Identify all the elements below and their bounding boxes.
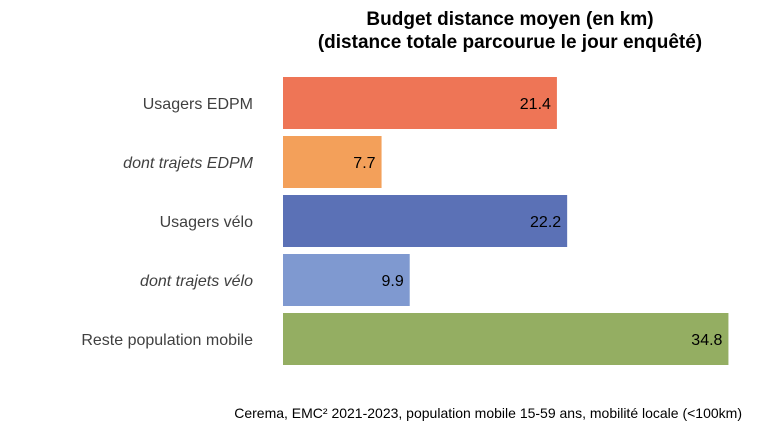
category-label-3: dont trajets vélo bbox=[140, 273, 253, 290]
category-label-1: dont trajets EDPM bbox=[123, 155, 254, 172]
value-label-2: 22.2 bbox=[530, 214, 561, 231]
bar-1 bbox=[283, 136, 382, 188]
chart-title: Budget distance moyen (en km) (distance … bbox=[250, 8, 768, 54]
bar-4 bbox=[283, 313, 729, 365]
value-label-3: 9.9 bbox=[381, 273, 403, 290]
source-note: Cerema, EMC² 2021-2023, population mobil… bbox=[234, 405, 742, 421]
bar-2 bbox=[283, 195, 568, 247]
category-label-4: Reste population mobile bbox=[81, 332, 253, 349]
bar-3 bbox=[283, 254, 410, 306]
value-label-4: 34.8 bbox=[691, 332, 722, 349]
value-label-0: 21.4 bbox=[520, 96, 551, 113]
value-label-1: 7.7 bbox=[353, 155, 375, 172]
chart-title-line-1: Budget distance moyen (en km) bbox=[366, 9, 654, 30]
category-label-2: Usagers vélo bbox=[160, 214, 253, 231]
bar-0 bbox=[283, 77, 557, 129]
category-label-0: Usagers EDPM bbox=[143, 96, 253, 113]
chart-title-line-2: (distance totale parcourue le jour enquê… bbox=[317, 32, 703, 53]
